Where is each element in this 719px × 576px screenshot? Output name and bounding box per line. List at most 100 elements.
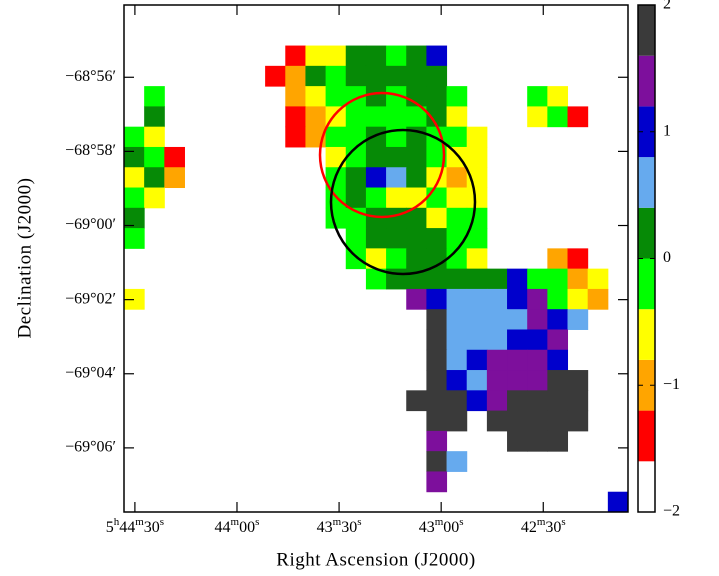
- map-cell: [325, 65, 347, 87]
- y-tick-label: −68°58′: [65, 142, 116, 159]
- map-cell: [406, 390, 427, 412]
- map-cell: [466, 228, 488, 249]
- map-cell: [124, 207, 145, 229]
- map-cell: [345, 146, 367, 168]
- colorbar-segment: [638, 359, 655, 411]
- map-cell: [365, 45, 387, 67]
- map-cell: [365, 126, 387, 148]
- map-cell: [305, 106, 327, 128]
- map-cell: [507, 410, 528, 432]
- map-cell: [446, 390, 468, 412]
- tick-label-part: 5: [106, 519, 114, 536]
- map-cell: [305, 45, 327, 67]
- map-cell: [486, 370, 508, 391]
- map-cell: [365, 268, 387, 290]
- map-cell: [446, 329, 468, 351]
- map-cell: [547, 430, 569, 452]
- map-cell: [144, 126, 165, 148]
- map-cell: [446, 309, 468, 330]
- map-cell: [386, 207, 407, 229]
- map-cell: [365, 106, 387, 128]
- map-cell: [305, 86, 327, 107]
- map-cell: [285, 45, 306, 67]
- map-cell: [386, 228, 407, 249]
- map-cell: [567, 309, 589, 330]
- tick-label-part: m: [231, 516, 240, 528]
- map-cell: [164, 146, 185, 168]
- map-cell: [285, 65, 306, 87]
- map-cell: [325, 45, 347, 67]
- map-cell: [547, 288, 569, 310]
- map-cell: [486, 288, 508, 310]
- map-cell: [446, 167, 468, 189]
- map-cell: [345, 45, 367, 67]
- map-cell: [446, 410, 468, 432]
- map-cell: [527, 370, 548, 391]
- map-cell: [527, 106, 548, 128]
- y-tick-label: −68°56′: [65, 68, 116, 85]
- map-cell: [325, 86, 347, 107]
- map-cell: [507, 349, 528, 371]
- map-cell: [345, 126, 367, 148]
- map-cell: [567, 370, 589, 391]
- map-cell: [426, 228, 448, 249]
- map-cell: [547, 329, 569, 351]
- map-cell: [426, 329, 448, 351]
- tick-label-part: s: [561, 516, 565, 528]
- map-cell: [426, 106, 448, 128]
- x-tick-label: 42m30s: [521, 516, 566, 536]
- map-cell: [567, 268, 589, 290]
- map-cell: [486, 268, 508, 290]
- colorbar-tick-label: −1: [663, 376, 680, 393]
- colorbar-segment: [638, 309, 655, 360]
- tick-label-part: 30: [545, 519, 561, 536]
- tick-label-part: m: [333, 516, 342, 528]
- map-cell: [466, 268, 488, 290]
- tick-label-part: 42: [521, 519, 537, 536]
- map-cell: [406, 248, 427, 270]
- tick-label-part: m: [135, 516, 144, 528]
- map-cell: [426, 349, 448, 371]
- x-axis-title: Right Ascension (J2000): [276, 549, 475, 570]
- map-cell: [446, 268, 468, 290]
- map-cell: [365, 187, 387, 209]
- tick-label-part: s: [255, 516, 259, 528]
- colorbar-tick-label: 1: [663, 122, 671, 139]
- map: [124, 45, 629, 513]
- map-cell: [345, 187, 367, 209]
- map-cell: [507, 370, 528, 391]
- map-cell: [345, 106, 367, 128]
- map-cell: [486, 410, 508, 432]
- map-cell: [285, 126, 306, 148]
- colorbar-segment: [638, 207, 655, 259]
- map-cell: [406, 146, 427, 168]
- map-cell: [466, 146, 488, 168]
- x-tick-label: 43m00s: [419, 516, 464, 536]
- map-cell: [325, 146, 347, 168]
- map-cell: [466, 329, 488, 351]
- tick-label-part: 44: [215, 519, 231, 536]
- map-cell: [345, 65, 367, 87]
- map-cell: [426, 187, 448, 209]
- region-circle: [318, 91, 446, 219]
- map-cell: [587, 268, 609, 290]
- map-cell: [507, 309, 528, 330]
- map-cell: [547, 248, 569, 270]
- map-cell: [426, 430, 448, 452]
- x-tick-label: 44m00s: [215, 516, 260, 536]
- map-cell: [386, 187, 407, 209]
- map-cell: [164, 167, 185, 189]
- x-tick-label: 5h44m30s: [106, 516, 164, 536]
- tick-label-part: 43: [419, 519, 435, 536]
- map-cell: [527, 349, 548, 371]
- tick-label-part: 30: [341, 519, 357, 536]
- map-cell: [124, 228, 145, 249]
- map-cell: [325, 126, 347, 148]
- map-cell: [124, 126, 145, 148]
- map-cell: [527, 410, 548, 432]
- map-cell: [607, 491, 629, 513]
- map-cell: [466, 187, 488, 209]
- tick-label-part: 44: [119, 519, 135, 536]
- map-cell: [507, 430, 528, 452]
- map-cell: [547, 268, 569, 290]
